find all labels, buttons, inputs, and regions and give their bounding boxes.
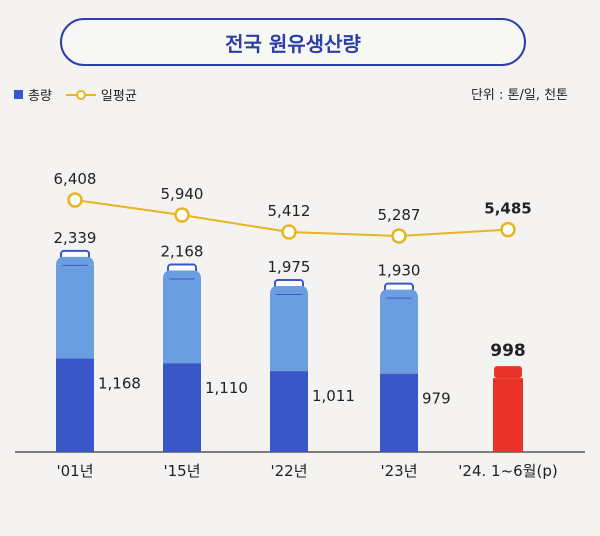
bar-cap-segment <box>380 297 418 374</box>
bar-value-label: 998 <box>490 341 526 361</box>
bar <box>56 358 94 452</box>
can-lid-icon <box>494 366 522 379</box>
line-point <box>391 228 407 244</box>
can-shoulder <box>163 270 201 279</box>
unit-label: 단위 : 톤/일, 천톤 <box>470 88 568 103</box>
can-shoulder <box>56 256 94 265</box>
cap-value-label: 2,168 <box>161 243 204 261</box>
title-pill: 전국 원유생산량 <box>60 18 526 66</box>
chart-title: 전국 원유생산량 <box>225 31 361 56</box>
legend-bar-label: 총량 <box>28 89 52 104</box>
bar-cap-segment <box>270 294 308 372</box>
line-point <box>500 221 516 238</box>
x-tick-label: '01년 <box>56 462 93 480</box>
x-tick-label: '22년 <box>270 462 307 480</box>
bar-cap-segment <box>163 278 201 364</box>
can-shoulder <box>270 286 308 294</box>
legend-line-item: 일평균 <box>65 85 137 104</box>
bar-value-label: 1,168 <box>98 375 141 393</box>
cap-value-label: 1,975 <box>268 258 311 276</box>
bar-value-label: 1,011 <box>312 387 355 405</box>
line-value-label: 5,412 <box>268 202 311 220</box>
line-point <box>281 224 297 240</box>
line-point <box>67 192 83 208</box>
bar-cap-segment <box>56 264 94 359</box>
line-value-label: 5,287 <box>378 206 421 224</box>
bar <box>270 371 308 452</box>
bar <box>163 363 201 452</box>
cap-value-label: 2,339 <box>54 229 97 247</box>
x-tick-label: '23년 <box>380 462 417 480</box>
legend-line-label: 일평균 <box>100 89 137 104</box>
x-tick-label: '15년 <box>163 462 200 480</box>
cap-value-label: 1,930 <box>378 262 421 280</box>
bar-value-label: 1,110 <box>205 379 248 397</box>
bar <box>380 373 418 452</box>
legend-line-swatch <box>65 89 96 100</box>
bar <box>493 378 523 452</box>
legend-bar-swatch <box>14 90 23 99</box>
bar-value-label: 979 <box>422 390 451 408</box>
line-value-label: 6,408 <box>54 170 97 188</box>
can-shoulder <box>380 289 418 298</box>
line-value-label: 5,485 <box>484 200 531 218</box>
x-tick-label: '24. 1~6월(p) <box>458 462 557 480</box>
line-point <box>174 207 190 223</box>
legend: 총량 일평균 <box>14 85 137 104</box>
line-value-label: 5,940 <box>161 185 204 203</box>
